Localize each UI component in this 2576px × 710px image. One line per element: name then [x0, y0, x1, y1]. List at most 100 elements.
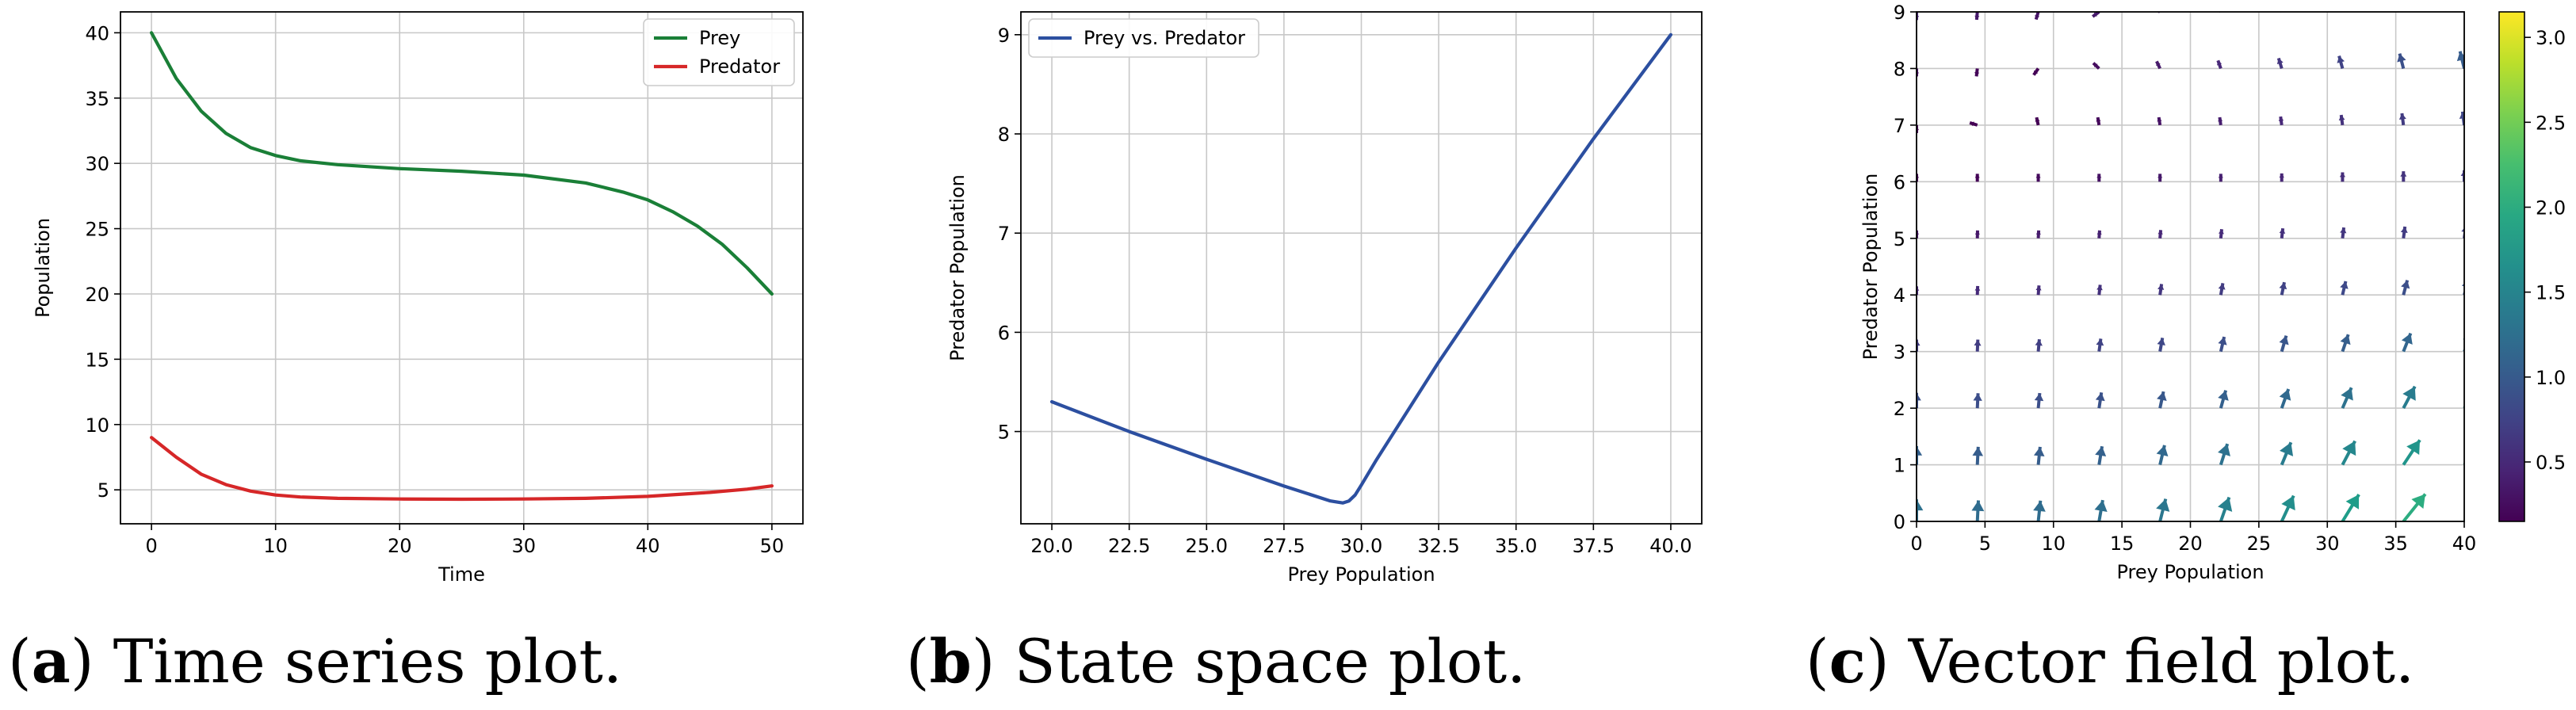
arrow-head [2465, 385, 2479, 400]
legend-label: Predator [699, 55, 780, 78]
arrow-head [2215, 3, 2220, 10]
arrow-head [2280, 442, 2294, 456]
y-tick-label: 2 [1894, 398, 1905, 420]
arrow-head [2218, 174, 2223, 178]
y-axis-label: Population [32, 218, 54, 318]
arrow-head [2157, 230, 2163, 235]
arrow-head [2342, 441, 2356, 456]
vector-field-chart: 0 5 10 15 20 25 30 35 40 0 1 2 3 4 5 6 7 8 9 Prey Populatio… [1859, 0, 2566, 583]
y-tick-label: 25 [85, 219, 109, 241]
arrow-head [2096, 338, 2104, 346]
arrow-head [2459, 111, 2464, 120]
legend-box [1028, 18, 1259, 58]
y-tick-label: 9 [998, 25, 1010, 47]
y-axis-label: Predator Population [1859, 174, 1882, 361]
y-tick-label: 7 [1894, 115, 1905, 137]
y-tick-label: 20 [85, 284, 109, 306]
legend: Prey vs. Predator [1028, 18, 1259, 58]
arrow-head [2400, 171, 2407, 177]
arrow-head [2157, 284, 2165, 290]
arrow-shaft [2463, 519, 2464, 521]
colorbar-tick-label: 2.0 [2536, 197, 2566, 219]
arrow-head [2275, 0, 2282, 8]
x-tick-label: 0 [1910, 532, 1922, 555]
arrow-head [2279, 173, 2284, 178]
arrow-head [2338, 115, 2345, 120]
x-tick-label: 15 [2110, 532, 2135, 555]
x-axis-label: Prey Population [1287, 563, 1435, 586]
arrow-head [2094, 500, 2108, 512]
arrow-head [2339, 172, 2345, 178]
arrow-shaft [2462, 12, 2464, 13]
y-tick-label: 40 [85, 22, 109, 44]
series-line-predator [150, 436, 774, 502]
x-tick-label: 32.5 [1417, 535, 1459, 557]
arrow-head [2035, 230, 2041, 235]
arrow-head [2034, 393, 2044, 402]
y-tick-label: 5 [1894, 228, 1905, 250]
arrow-head [1974, 339, 1982, 346]
arrow-head [2340, 334, 2351, 345]
x-tick-label: 0 [145, 535, 157, 557]
arrow-head [1917, 499, 1924, 511]
y-tick-label: 4 [1894, 284, 1905, 307]
arrow-head [2096, 117, 2101, 122]
arrow-head [2218, 444, 2230, 456]
arrow-head [2218, 497, 2233, 512]
arrow-head [2218, 116, 2223, 122]
arrow-head [2218, 337, 2227, 345]
arrow-head [2276, 58, 2284, 65]
colorbar-tick-label: 2.5 [2536, 112, 2566, 134]
arrow-head [2218, 390, 2229, 401]
arrow-head [1917, 339, 1921, 346]
x-tick-label: 40 [636, 535, 660, 557]
caption-b-text: State space plot. [1014, 626, 1527, 697]
y-tick-label: 9 [1894, 2, 1905, 24]
y-tick-label: 6 [1894, 171, 1905, 193]
arrow-head [2035, 285, 2042, 291]
y-tick-label: 7 [998, 223, 1010, 245]
arrow-head [2156, 498, 2170, 512]
arrow-head [2340, 227, 2347, 234]
arrow-head [2157, 338, 2165, 345]
x-tick-label: 27.5 [1263, 535, 1305, 557]
arrow-head [2095, 392, 2105, 402]
arrow-head [2218, 229, 2224, 235]
arrow-head [1917, 392, 1921, 401]
axes-frame [1916, 11, 2465, 522]
y-tick-label: 5 [97, 479, 109, 502]
y-tick-label: 35 [85, 88, 109, 110]
axes-frame [1020, 11, 1703, 525]
vector-arrows [1917, 0, 2486, 521]
arrow-head [2156, 61, 2161, 67]
y-tick-label: 5 [998, 422, 1010, 444]
x-tick-label: 25.0 [1186, 535, 1228, 557]
y-tick-label: 8 [1894, 58, 1905, 80]
y-tick-label: 6 [998, 322, 1010, 344]
colorbar-tick-label: 3.0 [2536, 27, 2566, 49]
arrow-head [2341, 387, 2353, 401]
legend: Prey Predator [643, 18, 795, 86]
x-tick-label: 40.0 [1649, 535, 1691, 557]
arrow-head [1971, 500, 1985, 512]
arrow-head [2401, 280, 2410, 289]
arrow-shaft [2280, 12, 2282, 13]
x-tick-label: 10 [2041, 532, 2066, 555]
arrow-head [2217, 60, 2222, 66]
arrow-head [2279, 335, 2289, 345]
arrow-head [1974, 285, 1981, 291]
x-tick-label: 30 [2315, 532, 2340, 555]
arrow-head [2337, 55, 2345, 63]
x-tick-label: 10 [263, 535, 288, 557]
arrow-head [2093, 12, 2098, 17]
arrow-head [2096, 284, 2103, 291]
arrow-head [2471, 440, 2486, 454]
grid-lines [1916, 11, 2465, 522]
arrow-head [2157, 174, 2163, 178]
grid-lines [1021, 12, 1702, 524]
caption-b: (b) State space plot. [906, 626, 1527, 697]
colorbar [2498, 11, 2525, 522]
arrow-head [2035, 117, 2040, 122]
state-space-chart: 20.0 22.5 25.0 27.5 30.0 32.5 35.0 37.5 40.0 5 6 7 8… [946, 11, 1703, 586]
arrow-head [2398, 113, 2406, 120]
